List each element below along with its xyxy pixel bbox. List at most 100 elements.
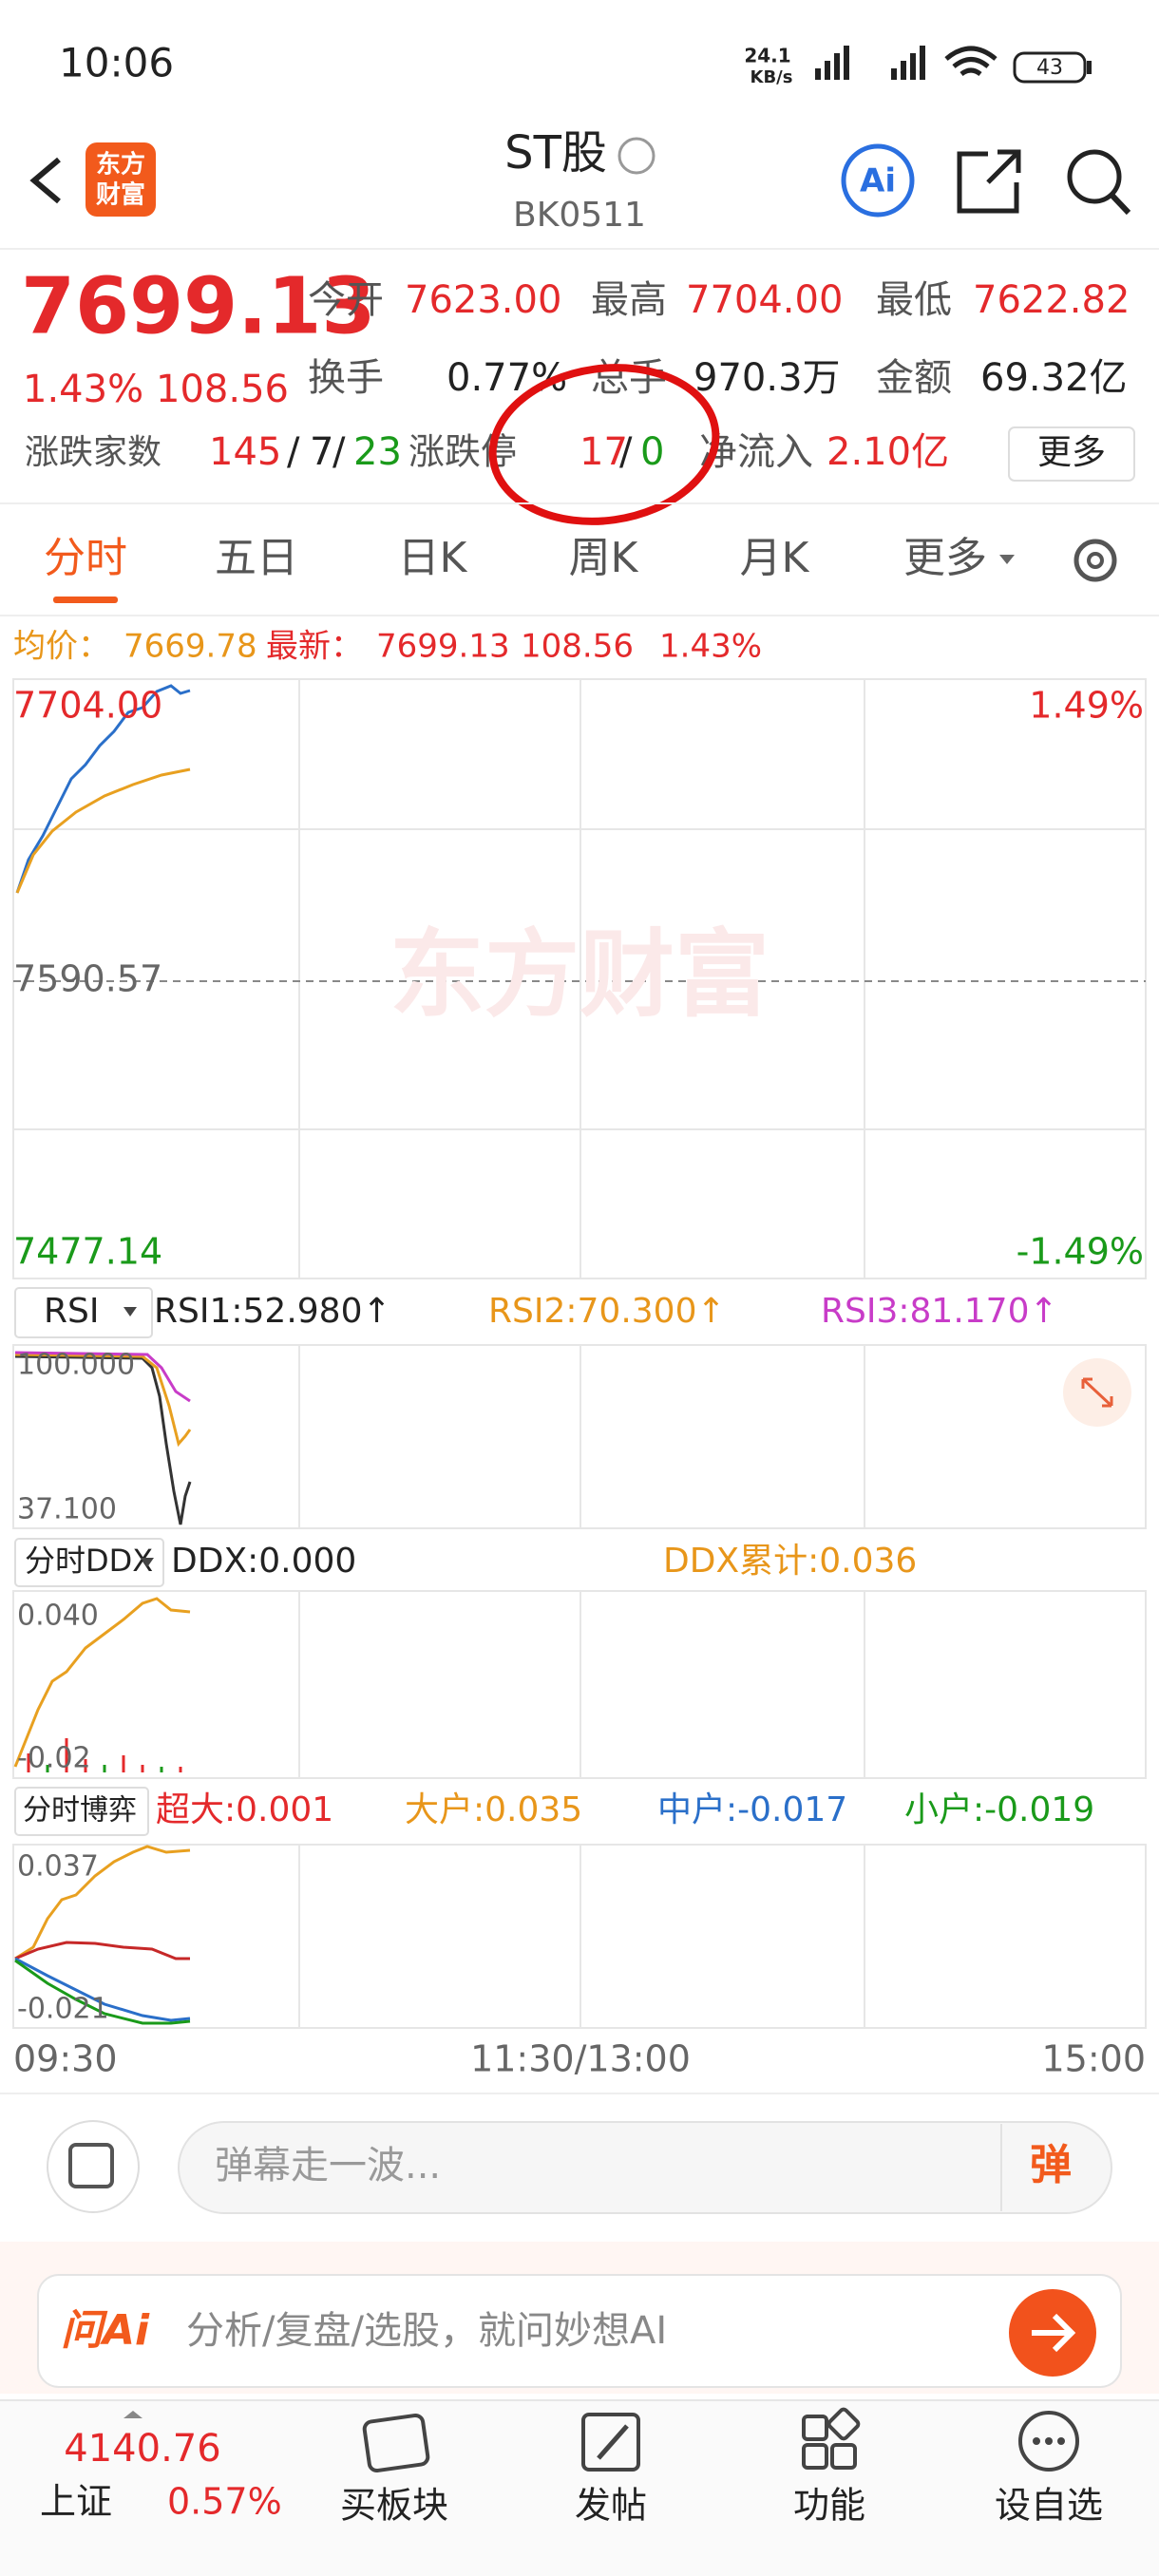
dropdown-arrow — [999, 555, 1015, 564]
rsi2-line — [14, 1353, 192, 1448]
indicator-selector[interactable] — [14, 1787, 149, 1836]
label: 换手 — [308, 356, 384, 400]
breadth-flat: 7 — [310, 430, 333, 474]
ai-placeholder[interactable]: 分析/复盘/选股，就问妙想AI — [186, 2309, 667, 2353]
board-code: BK0511 — [513, 196, 646, 235]
dropdown-arrow — [141, 1558, 154, 1567]
nav-item[interactable]: 发帖 — [575, 2485, 647, 2527]
tab[interactable]: 更多 — [903, 534, 987, 582]
breadth-up: 145 — [209, 430, 281, 474]
small-value: 小户:-0.019 — [904, 1790, 1094, 1829]
label: 涨跌停 — [408, 431, 517, 473]
latest-label: 最新： — [266, 628, 363, 666]
net-speed: 24.1 — [744, 45, 790, 67]
inflow: 2.10亿 — [826, 430, 949, 474]
indicator-selector[interactable] — [14, 1538, 164, 1587]
high: 7704.00 — [686, 278, 843, 322]
dropdown-arrow — [124, 1307, 137, 1316]
index-arrow — [124, 2411, 142, 2418]
selector-text[interactable]: RSI — [44, 1292, 99, 1331]
settings-center — [1087, 552, 1104, 569]
ai-input[interactable] — [37, 2274, 1122, 2388]
tab[interactable]: 周K — [569, 534, 639, 582]
annotation-circle — [488, 364, 720, 525]
y-label: 7590.57 — [13, 958, 162, 1000]
main-chart: 东方财富 7704.00 7590.57 7477.14 1.49% -1.49… — [12, 678, 1147, 1279]
nav-icon — [802, 2407, 861, 2470]
tab-active[interactable]: 分时 — [44, 534, 127, 582]
label: 最低 — [876, 278, 952, 322]
y-label: -0.021 — [17, 1993, 109, 2026]
nav-icon — [362, 2413, 430, 2473]
danmu-toggle[interactable] — [47, 2120, 140, 2213]
logo-text: 财富 — [96, 180, 145, 210]
board-title: ST股 — [504, 126, 607, 180]
turnover: 0.77% — [446, 356, 567, 400]
status-time: 10:06 — [59, 40, 174, 86]
label: 今开 — [308, 278, 384, 322]
y-label: 7704.00 — [13, 685, 162, 727]
y-label: -0.02 — [17, 1742, 91, 1775]
danmu-send[interactable]: 弹 — [1030, 2141, 1072, 2189]
battery-icon — [1013, 51, 1087, 84]
y-label: 0.040 — [17, 1600, 99, 1633]
settings-button[interactable] — [1074, 539, 1117, 582]
nav-icon-pen — [597, 2424, 629, 2460]
search-button[interactable] — [1067, 149, 1122, 204]
tab[interactable]: 五日 — [215, 534, 298, 582]
limit-down: 0 — [640, 430, 664, 474]
ddx-cum-line — [13, 1597, 191, 1768]
selector-text[interactable]: 分时DDX — [25, 1543, 153, 1579]
index-value[interactable]: 4140.76 — [64, 2427, 220, 2471]
index-name[interactable]: 上证 — [40, 2481, 112, 2523]
separator: / — [619, 430, 633, 474]
label: 总手 — [591, 356, 667, 400]
separator: / — [332, 430, 346, 474]
price-line — [15, 684, 191, 894]
rsi1-line — [14, 1354, 192, 1525]
nav-item[interactable]: 设自选 — [995, 2485, 1103, 2527]
boyi-chart: 0.037 -0.021 — [12, 1844, 1147, 2029]
avg-label: 均价： — [13, 628, 110, 666]
label: 金额 — [876, 356, 952, 400]
ddx-chart: 0.040 -0.02 — [12, 1590, 1147, 1779]
mid-value: 中户:-0.017 — [657, 1790, 847, 1829]
watermark: 东方财富 — [390, 919, 770, 1030]
indicator-selector[interactable] — [14, 1287, 153, 1338]
back-button[interactable] — [29, 157, 61, 204]
wifi-icon — [944, 46, 998, 77]
mid-line — [14, 1957, 191, 2022]
change-pct: 1.43% — [23, 368, 143, 411]
rsi-chart: 100.000 37.100 — [12, 1344, 1147, 1529]
danmu-input[interactable] — [178, 2121, 1112, 2214]
tab[interactable]: 月K — [740, 534, 810, 582]
info-icon[interactable] — [618, 137, 656, 175]
change: 108.56 — [156, 368, 289, 411]
open: 7623.00 — [405, 278, 561, 322]
rsi1: RSI1:52.980↑ — [154, 1292, 391, 1331]
expand-icon — [1081, 1377, 1113, 1408]
nav-icon — [581, 2413, 640, 2472]
index-pct[interactable]: 0.57% — [167, 2481, 282, 2523]
share-button[interactable] — [957, 149, 1021, 214]
selector-text[interactable]: 分时博弈 — [23, 1794, 137, 1828]
ddx-value: DDX:0.000 — [171, 1542, 356, 1581]
ai-button-text[interactable]: Ai — [860, 162, 896, 200]
tab[interactable]: 日K — [398, 534, 468, 582]
more-button-text[interactable]: 更多 — [1037, 433, 1106, 472]
nav-item[interactable]: 买板块 — [340, 2485, 448, 2527]
app-logo — [86, 142, 156, 217]
large-line — [14, 1845, 191, 1960]
bottom-nav — [0, 2400, 1159, 2576]
danmu-placeholder[interactable]: 弹幕走一波... — [215, 2144, 441, 2188]
latest: 7699.13 — [376, 628, 510, 666]
avg: 7669.78 — [124, 628, 257, 666]
more-button[interactable] — [1008, 426, 1135, 482]
nav-icon — [1018, 2411, 1079, 2472]
ai-send-arrow — [1032, 2313, 1076, 2353]
ai-button[interactable] — [841, 143, 915, 218]
label: 涨跌家数 — [25, 433, 162, 472]
nav-item[interactable]: 功能 — [793, 2485, 865, 2527]
rsi2: RSI2:70.300↑ — [488, 1292, 726, 1331]
latest-change: 108.56 — [521, 628, 634, 666]
